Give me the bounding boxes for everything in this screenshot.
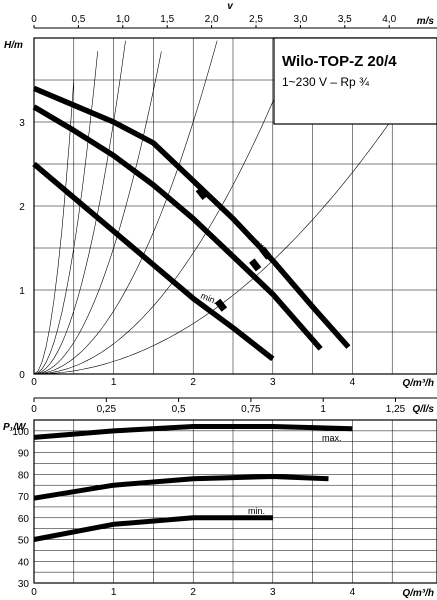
head-y-tick-label: 1	[19, 286, 25, 297]
power-x-tick-label: 1	[111, 587, 117, 598]
flow-ls-tick-label: 1,25	[386, 404, 406, 415]
head-series-min	[32, 161, 275, 362]
power-x-tick-label: 0	[31, 587, 37, 598]
head-y-label: H/m	[4, 40, 23, 51]
power-y-tick-label: 50	[18, 536, 30, 547]
head-x-tick-label: 0	[31, 377, 37, 388]
power-y-tick-label: 90	[18, 449, 30, 460]
power-chart-frame	[33, 419, 437, 584]
series-marker	[249, 258, 262, 272]
title-box	[273, 37, 437, 125]
power-series-min	[33, 515, 273, 542]
head-y-tick-label: 2	[19, 202, 25, 213]
head-chart-frame	[33, 37, 437, 375]
velocity-tick-label: 2,5	[249, 14, 263, 25]
power-label-min: min.	[248, 506, 265, 516]
head-x-tick-label: 4	[350, 377, 356, 388]
head-series-max	[32, 85, 351, 349]
system-curve	[33, 51, 98, 375]
system-curves	[33, 40, 437, 375]
head-x-tick-label: 1	[111, 377, 117, 388]
power-x-label: Q/m³/h	[402, 588, 434, 599]
power-y-tick-label: 80	[18, 470, 30, 481]
velocity-tick-label: 4,0	[382, 14, 396, 25]
power-y-label: P₁/W	[3, 422, 27, 433]
velocity-tick-label: 2,0	[205, 14, 219, 25]
head-x-label: Q/m³/h	[402, 378, 434, 389]
head-x-ticks: 0 1 2 3 4	[31, 377, 355, 388]
power-y-tick-label: 60	[18, 514, 30, 525]
head-y-tick-label: 0	[19, 370, 25, 381]
head-grid	[34, 38, 437, 374]
velocity-tick-label: 1,5	[160, 14, 174, 25]
system-curve	[33, 51, 162, 375]
flow-ls-tick-label: 0	[31, 404, 37, 415]
head-x-tick-label: 2	[190, 377, 196, 388]
power-grid	[34, 420, 437, 583]
head-series-mid	[32, 104, 323, 351]
power-x-ticks: 0 1 2 3 4	[31, 587, 355, 598]
power-y-tick-label: 70	[18, 492, 30, 503]
velocity-axis: 0 0,5 1,0 1,5 2,0 2,5 3,0 3,5 4,0	[31, 14, 437, 29]
system-curve	[34, 52, 437, 375]
head-series	[32, 85, 351, 362]
velocity-tick-label: 3,5	[338, 14, 352, 25]
system-curve	[33, 79, 75, 375]
power-series-max	[33, 424, 353, 440]
flow-ls-tick-label: 0,25	[97, 404, 117, 415]
velocity-tick-label: 1,0	[116, 14, 130, 25]
head-y-tick-label: 3	[19, 118, 25, 129]
velocity-tick-label: 0	[31, 14, 37, 25]
head-x-tick-label: 3	[270, 377, 276, 388]
power-y-ticks: 30 40 50 60 70 80 90 100	[12, 427, 29, 590]
velocity-tick-label: 0,5	[71, 14, 85, 25]
flow-ls-tick-label: 1	[320, 404, 326, 415]
flow-ls-tick-label: 0,75	[241, 404, 261, 415]
power-y-tick-label: 30	[18, 579, 30, 590]
model-title: Wilo-TOP-Z 20/4	[282, 53, 397, 70]
power-x-tick-label: 4	[350, 587, 356, 598]
series-marker	[214, 298, 228, 312]
power-y-tick-label: 100	[12, 427, 29, 438]
power-series	[33, 424, 353, 542]
system-curve	[33, 40, 218, 375]
power-series-mid	[33, 474, 329, 501]
flow-ls-unit: Q/l/s	[412, 404, 434, 415]
velocity-symbol: v	[227, 1, 234, 12]
series-marker	[259, 246, 272, 260]
power-label-max: max.	[322, 433, 342, 443]
flow-ls-axis: 0 0,25 0,5 0,75 1 1,25	[31, 397, 437, 415]
model-spec: 1~230 V – Rp ¾	[282, 75, 370, 89]
velocity-unit: m/s	[417, 16, 435, 27]
system-curve	[33, 44, 297, 375]
power-x-tick-label: 3	[270, 587, 276, 598]
series-marker	[195, 186, 209, 200]
flow-ls-tick-label: 0,5	[172, 404, 186, 415]
head-y-ticks: 0 1 2 3	[19, 118, 25, 381]
velocity-tick-label: 3,0	[293, 14, 307, 25]
system-curve	[33, 40, 126, 375]
power-y-tick-label: 40	[18, 557, 30, 568]
power-x-tick-label: 2	[190, 587, 196, 598]
